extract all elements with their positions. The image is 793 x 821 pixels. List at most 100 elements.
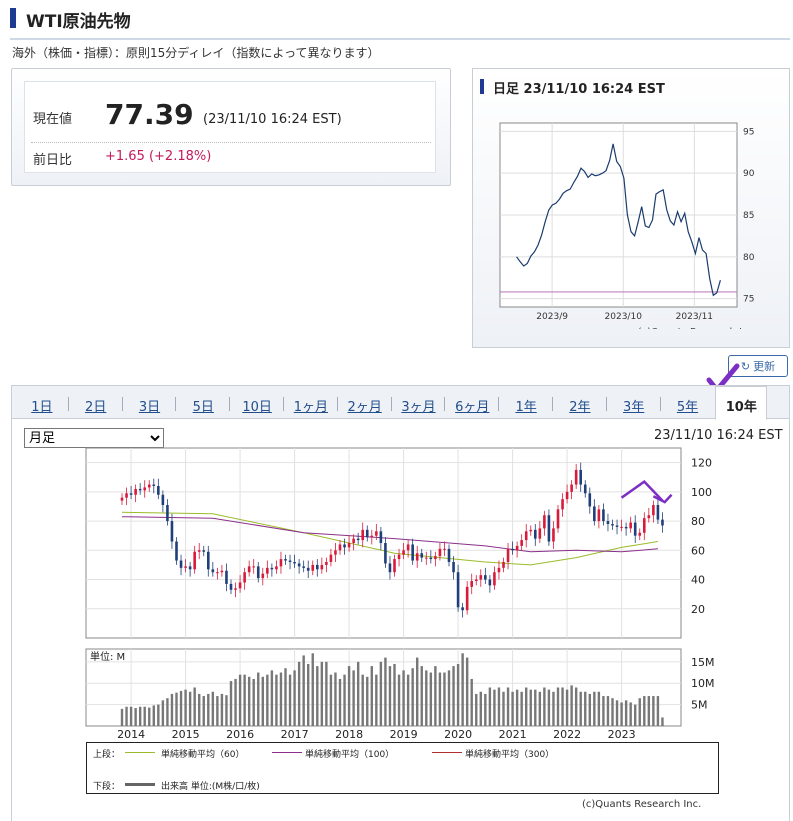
daily-y-tick: 85 (743, 211, 754, 221)
volume-bar (361, 674, 364, 726)
volume-unit-label: 単位: M (90, 650, 125, 663)
tab-8[interactable]: 6ヶ月 (455, 400, 490, 415)
candle-body (206, 551, 210, 570)
daily-y-tick: 90 (743, 169, 755, 179)
candle-body (424, 557, 428, 559)
volume-bar (434, 666, 437, 726)
tab-separator (336, 397, 338, 411)
candle-body (388, 563, 392, 573)
candle-body (288, 560, 292, 562)
candle-body (502, 562, 505, 568)
candle-body (379, 531, 383, 543)
volume-bar (134, 708, 137, 726)
candle-body (325, 562, 328, 565)
candle-body (588, 493, 592, 507)
legend-volume-swatch (125, 783, 155, 786)
candle-body (384, 543, 387, 564)
candle-body (484, 575, 487, 580)
tab-1[interactable]: 2日 (85, 400, 107, 415)
candle-body (465, 586, 469, 611)
candle-body (656, 505, 660, 520)
tab-7[interactable]: 3ヶ月 (401, 400, 436, 415)
volume-bar (234, 678, 237, 726)
quote-box: 現在値 77.39 (23/11/10 16:24 EST) 前日比 +1.65… (24, 81, 436, 173)
refresh-icon: ↻ (740, 359, 751, 373)
volume-bar (193, 687, 196, 726)
candle-body (488, 579, 492, 586)
candle-body (225, 570, 228, 584)
volume-bar (188, 691, 192, 726)
tab-5[interactable]: 1ヶ月 (293, 400, 329, 415)
volume-bar (475, 693, 478, 726)
tab-11[interactable]: 3年 (623, 400, 645, 415)
volume-y-tick: 5M (691, 699, 708, 712)
volume-bar (356, 661, 360, 726)
volume-bar (443, 672, 446, 726)
volume-bar (620, 702, 623, 726)
candle-body (270, 567, 274, 570)
tab-13[interactable]: 10年 (715, 386, 768, 420)
tab-separator (67, 397, 69, 411)
candle-body (197, 550, 201, 552)
tab-10[interactable]: 2年 (569, 400, 591, 415)
tab-6[interactable]: 2ヶ月 (347, 400, 382, 415)
volume-bar (338, 678, 342, 726)
daily-price-line (516, 143, 721, 297)
daily-x-tick: 2023/11 (676, 312, 713, 322)
candle-body (361, 529, 365, 541)
volume-bar (297, 661, 301, 726)
volume-bar (647, 696, 651, 726)
volume-bar (143, 706, 146, 726)
volume-bar (615, 700, 619, 726)
change-label: 前日比 (33, 153, 73, 168)
volume-bar (388, 666, 392, 726)
title-accent-bar (10, 8, 16, 28)
page-header: WTI原油先物 (10, 6, 790, 40)
candle-body (461, 607, 464, 611)
candle-body (497, 567, 501, 573)
volume-bar (343, 674, 346, 726)
tab-9[interactable]: 1年 (515, 400, 537, 415)
candle-body (570, 484, 573, 492)
candle-body (402, 550, 405, 555)
refresh-button[interactable]: ↻ 更新 (728, 355, 788, 377)
candle-period-select[interactable]: 月足 (24, 428, 164, 448)
legend-volume: 出来高 単位:(M株/口/枚) (161, 782, 260, 792)
volume-bar (420, 666, 423, 726)
candle-body (229, 583, 233, 590)
tab-4[interactable]: 10日 (242, 400, 272, 415)
tab-3[interactable]: 5日 (192, 400, 214, 415)
volume-y-tick: 10M (691, 677, 715, 690)
price-label: 現在値 (33, 112, 73, 127)
tab-2[interactable]: 3日 (138, 400, 161, 415)
candle-body (334, 550, 337, 555)
volume-bar (279, 672, 283, 726)
tab-0[interactable]: 1日 (31, 400, 53, 415)
volume-bar (488, 687, 492, 726)
volume-bar (247, 676, 251, 726)
volume-bar (184, 689, 187, 726)
legend-lower-label: 下段： (93, 782, 121, 792)
volume-bar (216, 696, 219, 726)
volume-bar (652, 696, 655, 726)
candle-body (452, 562, 455, 573)
legend-ma100-swatch (272, 752, 302, 753)
candle-body (574, 469, 578, 485)
candle-body (456, 572, 460, 608)
volume-bar (447, 670, 451, 726)
volume-bar (125, 706, 128, 726)
candle-body (438, 548, 442, 557)
volume-bar (347, 666, 351, 726)
tab-12[interactable]: 5年 (676, 400, 699, 415)
daily-line-chart: 75 80 85 90 95 2023/9 2023/10 2023/11 (c)Quants … (499, 122, 757, 329)
candle-body (493, 572, 496, 586)
candle-body (642, 518, 646, 533)
volume-bar (175, 692, 178, 726)
volume-bar (416, 657, 419, 726)
candle-body (524, 531, 528, 541)
volume-bar (152, 705, 155, 726)
quote-divider (31, 142, 431, 143)
tab-separator (659, 397, 661, 411)
year-tick: 2023 (608, 728, 636, 741)
volume-bar (425, 670, 428, 726)
